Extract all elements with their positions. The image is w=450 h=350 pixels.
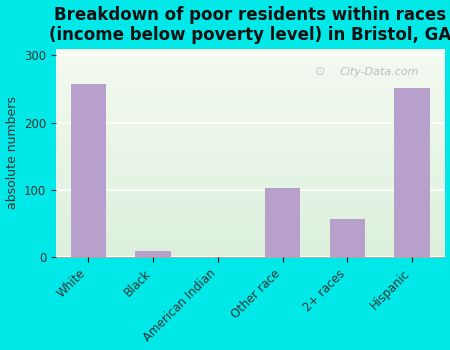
Bar <box>394 88 430 257</box>
Y-axis label: absolute numbers: absolute numbers <box>5 97 18 209</box>
Bar <box>71 84 106 257</box>
Title: Breakdown of poor residents within races
(income below poverty level) in Bristol: Breakdown of poor residents within races… <box>49 6 450 44</box>
Text: ⊙: ⊙ <box>315 65 325 78</box>
Bar <box>135 251 171 257</box>
Text: City-Data.com: City-Data.com <box>340 66 419 77</box>
Bar <box>265 188 301 257</box>
Bar <box>329 219 365 257</box>
